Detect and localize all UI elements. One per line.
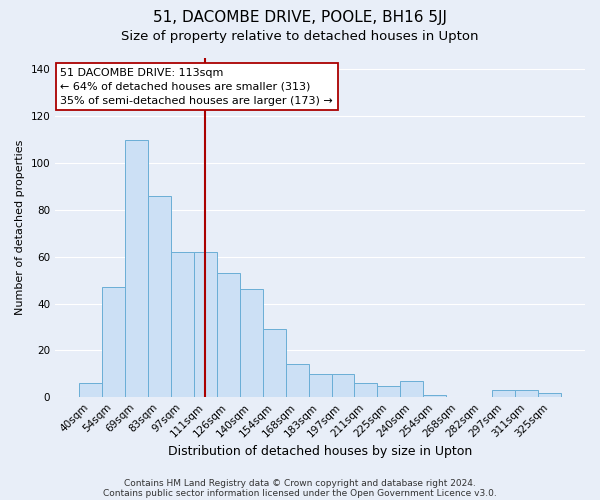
Bar	[400, 381, 423, 397]
Text: 51, DACOMBE DRIVE, POOLE, BH16 5JJ: 51, DACOMBE DRIVE, POOLE, BH16 5JJ	[153, 10, 447, 25]
Bar	[538, 392, 561, 397]
Bar	[423, 395, 446, 397]
Text: Contains public sector information licensed under the Open Government Licence v3: Contains public sector information licen…	[103, 488, 497, 498]
Text: 51 DACOMBE DRIVE: 113sqm
← 64% of detached houses are smaller (313)
35% of semi-: 51 DACOMBE DRIVE: 113sqm ← 64% of detach…	[61, 68, 333, 106]
Bar	[355, 383, 377, 397]
Bar	[492, 390, 515, 397]
Bar	[194, 252, 217, 397]
Bar	[240, 290, 263, 397]
Bar	[125, 140, 148, 397]
Bar	[515, 390, 538, 397]
Bar	[377, 386, 400, 397]
X-axis label: Distribution of detached houses by size in Upton: Distribution of detached houses by size …	[168, 444, 472, 458]
Bar	[148, 196, 171, 397]
Bar	[171, 252, 194, 397]
Bar	[286, 364, 308, 397]
Bar	[332, 374, 355, 397]
Bar	[308, 374, 332, 397]
Bar	[217, 273, 240, 397]
Text: Contains HM Land Registry data © Crown copyright and database right 2024.: Contains HM Land Registry data © Crown c…	[124, 478, 476, 488]
Bar	[102, 287, 125, 397]
Y-axis label: Number of detached properties: Number of detached properties	[15, 140, 25, 315]
Bar	[79, 383, 102, 397]
Bar	[263, 330, 286, 397]
Text: Size of property relative to detached houses in Upton: Size of property relative to detached ho…	[121, 30, 479, 43]
